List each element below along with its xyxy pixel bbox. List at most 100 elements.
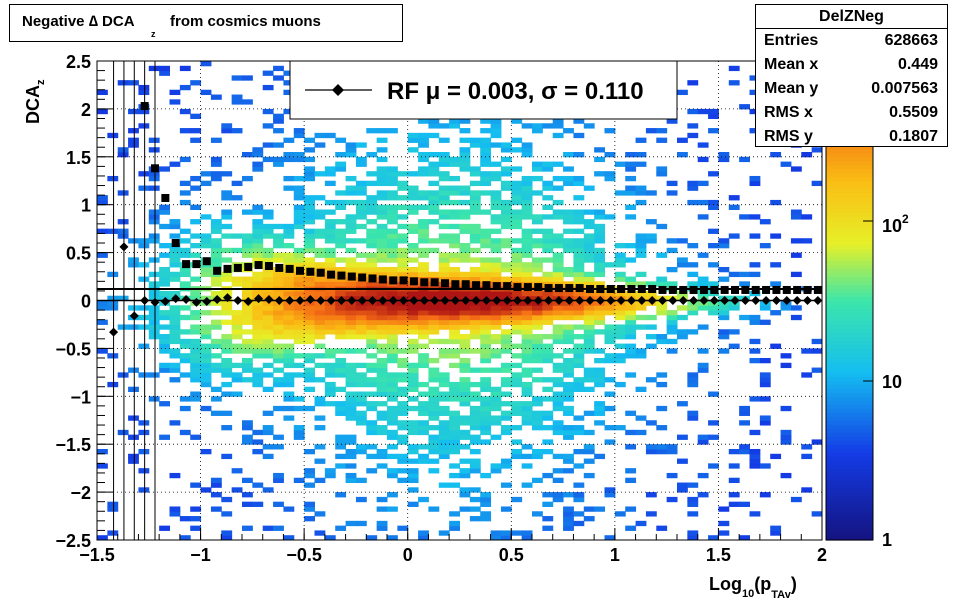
heatmap-cell [335, 463, 347, 469]
heatmap-cell [418, 118, 429, 124]
heatmap-cell [355, 214, 367, 220]
heatmap-cell [179, 247, 191, 254]
heatmap-cell [262, 70, 274, 76]
heatmap-cell [645, 343, 657, 349]
heatmap-cell [324, 314, 336, 321]
data-point-square [264, 262, 273, 271]
heatmap-cell [594, 357, 605, 364]
data-point-square [275, 263, 284, 272]
heatmap-cell [179, 266, 191, 273]
data-point-diamond [181, 295, 191, 305]
axes-layer: −1.5 −1 −0.5 0 0.5 1 1.5 22.521.510.50−0.5−1−1.… [55, 52, 827, 565]
color-scale-band [826, 328, 873, 334]
color-scale-band [826, 364, 873, 369]
heatmap-cell [438, 314, 450, 321]
heatmap-cell [480, 496, 492, 503]
heatmap-cell [625, 185, 637, 191]
heatmap-cell [335, 290, 347, 297]
heatmap-cell [283, 228, 295, 234]
heatmap-cell [335, 367, 347, 373]
heatmap-cell [490, 391, 502, 397]
color-scale-band [826, 224, 873, 230]
heatmap-cell [490, 324, 502, 330]
y-tick-label: 0.5 [66, 244, 91, 264]
heatmap-cell [583, 271, 595, 278]
heatmap-cell [231, 281, 243, 287]
heatmap-cell [459, 290, 471, 297]
stats-row: RMS y 0.1807 [756, 125, 947, 149]
heatmap-cell [387, 492, 398, 498]
heatmap-cell [449, 472, 460, 479]
heatmap-cell [252, 305, 264, 311]
heatmap-cell [335, 348, 347, 354]
heatmap-cell [459, 243, 471, 249]
heatmap-cell [500, 319, 512, 325]
heatmap-cell [563, 128, 574, 134]
heatmap-cell [500, 401, 512, 407]
heatmap-cell [459, 492, 471, 498]
heatmap-cell [594, 405, 605, 412]
heatmap-cell [469, 257, 481, 263]
heatmap-cell [179, 405, 191, 412]
heatmap-cell [345, 391, 357, 397]
heatmap-cell [677, 314, 688, 321]
heatmap-cell [438, 381, 450, 388]
heatmap-cell [376, 247, 388, 254]
heatmap-cell [739, 214, 750, 220]
heatmap-cell [169, 252, 181, 258]
heatmap-cell [335, 434, 347, 440]
heatmap-cell [532, 290, 543, 297]
heatmap-cell [407, 314, 419, 321]
heatmap-cell [335, 161, 347, 167]
heatmap-cell [511, 381, 523, 388]
heatmap-cell [252, 448, 264, 455]
heatmap-cell [563, 338, 574, 345]
heatmap-cell [273, 252, 284, 258]
heatmap-cell [387, 343, 398, 349]
heatmap-cell [459, 338, 471, 345]
heatmap-cell [304, 448, 315, 455]
heatmap-cell [459, 434, 471, 440]
stats-label: Mean x [764, 56, 819, 73]
heatmap-cell [335, 453, 347, 460]
data-point-diamond [616, 296, 626, 305]
heatmap-cell [117, 219, 129, 225]
heatmap-cell [500, 530, 512, 536]
heatmap-cell [107, 381, 119, 388]
heatmap-cell [490, 247, 502, 254]
heatmap-cell [449, 386, 460, 393]
heatmap-cell [521, 266, 533, 273]
heatmap-cell [490, 334, 502, 340]
heatmap-cell [397, 324, 409, 330]
heatmap-cell [179, 357, 191, 364]
heatmap-cell [728, 463, 740, 469]
heatmap-cell [469, 247, 481, 254]
heatmap-cell [366, 420, 378, 426]
data-point-diamond [264, 295, 274, 305]
data-point-diamond [274, 296, 284, 305]
heatmap-cell [273, 243, 284, 249]
heatmap-cell [418, 420, 429, 426]
heatmap-cell [594, 247, 605, 254]
heatmap-cell [583, 386, 595, 393]
data-point-square [192, 260, 201, 269]
heatmap-cell [407, 185, 419, 191]
heatmap-cell [573, 290, 585, 297]
heatmap-cell [449, 185, 460, 191]
heatmap-cell [656, 372, 668, 378]
color-scale-band [826, 388, 873, 393]
heatmap-cell [614, 334, 626, 340]
heatmap-cell [573, 343, 585, 349]
heatmap-cell [366, 324, 378, 330]
heatmap-cell [718, 334, 730, 340]
heatmap-cell [573, 357, 585, 364]
heatmap-cell [376, 429, 388, 436]
heatmap-cell [480, 381, 492, 388]
heatmap-cell [469, 415, 481, 421]
heatmap-cell [469, 166, 481, 172]
heatmap-cell [438, 377, 450, 383]
heatmap-cell [459, 199, 471, 206]
heatmap-cell [366, 271, 378, 278]
heatmap-cell [355, 209, 367, 215]
heatmap-cell [542, 290, 554, 297]
